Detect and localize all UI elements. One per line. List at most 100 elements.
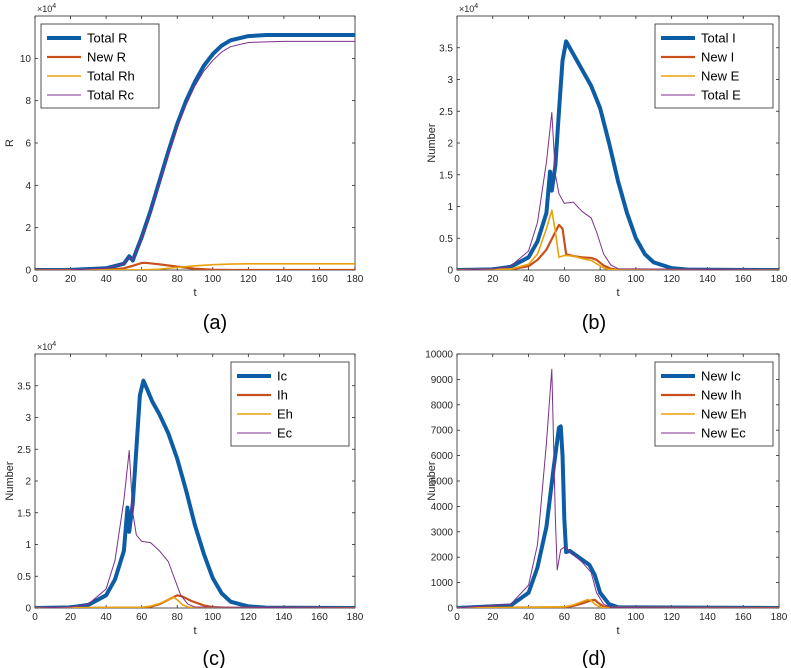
series-line-ec xyxy=(35,450,355,608)
y-exponent-label: ×104 xyxy=(37,341,56,352)
x-tick-label: 80 xyxy=(595,612,607,623)
x-tick-label: 80 xyxy=(172,612,184,623)
x-tick-label: 140 xyxy=(276,612,293,623)
legend-entry: New R xyxy=(87,50,126,65)
x-tick-label: 120 xyxy=(240,612,257,623)
x-tick-label: 100 xyxy=(204,612,221,623)
series-line-ic xyxy=(35,378,355,608)
series-line-new-e xyxy=(457,209,779,270)
series-line-total-e xyxy=(457,112,779,270)
x-tick-label: 160 xyxy=(311,274,328,285)
y-tick-label: 9000 xyxy=(431,375,454,386)
panel-c: 0 20 40 60 80 100 120 140 160 180 0 0.5 1 1.5 2 2.5 3 3.5… xyxy=(4,341,364,668)
x-tick-label: 80 xyxy=(595,274,607,285)
y-tick-label: 4000 xyxy=(431,502,454,513)
y-tick-label: 6 xyxy=(25,139,31,150)
x-tick-label: 60 xyxy=(136,274,148,285)
y-tick-label: 0 xyxy=(447,604,453,615)
x-tick-label: 40 xyxy=(101,274,113,285)
x-tick-label: 160 xyxy=(735,612,752,623)
legend: Total I New I New E Total E xyxy=(654,23,774,109)
y-tick-label: 3 xyxy=(447,75,453,86)
y-tick-label: 7000 xyxy=(431,426,454,437)
y-tick-label: 3000 xyxy=(431,527,454,538)
x-tick-label: 100 xyxy=(628,612,645,623)
y-tick-label: 0 xyxy=(447,266,453,277)
y-tick-label: 2 xyxy=(25,223,31,234)
y-tick-label: 0.5 xyxy=(439,234,453,245)
legend-entry: New I xyxy=(701,50,734,65)
x-tick-label: 100 xyxy=(628,274,645,285)
x-tick-label: 140 xyxy=(699,274,716,285)
series-line-new-ec xyxy=(457,368,779,608)
series-line-new-ic xyxy=(457,424,779,608)
x-tick-label: 40 xyxy=(101,612,113,623)
y-tick-label: 8 xyxy=(25,96,31,107)
x-tick-label: 80 xyxy=(172,274,184,285)
panel-caption: (d) xyxy=(582,648,606,668)
legend-entry: Total I xyxy=(701,31,736,46)
y-axis-label: Number xyxy=(4,461,16,500)
x-tick-label: 120 xyxy=(663,612,680,623)
series-line-total-rh xyxy=(35,263,355,270)
x-tick-label: 20 xyxy=(65,612,77,623)
y-tick-label: 0.5 xyxy=(17,572,31,583)
y-exponent-label: ×104 xyxy=(37,3,56,14)
y-axis-label: R xyxy=(4,139,16,147)
x-tick-label: 100 xyxy=(204,274,221,285)
series-line-new-r xyxy=(35,261,355,270)
y-tick-label: 1 xyxy=(25,540,31,551)
y-tick-label: 10 xyxy=(20,54,32,65)
y-tick-label: 6000 xyxy=(431,451,454,462)
x-axis-label: t xyxy=(616,625,619,637)
legend-entry: Ih xyxy=(277,388,288,403)
legend-entry: New Eh xyxy=(701,407,747,422)
y-tick-label: 5000 xyxy=(431,477,454,488)
x-tick-label: 0 xyxy=(32,274,38,285)
y-axis-label: Number xyxy=(426,123,438,162)
legend-entry: Total Rh xyxy=(87,69,135,84)
legend-entry: Ic xyxy=(277,369,288,384)
x-tick-label: 140 xyxy=(276,274,293,285)
legend: Ic Ih Eh Ec xyxy=(230,361,350,447)
panel-caption: (b) xyxy=(582,312,606,334)
panel-caption: (c) xyxy=(202,648,225,668)
legend-entry: New Ih xyxy=(701,388,741,403)
panel-caption: (a) xyxy=(203,312,227,334)
y-axis-label: Number xyxy=(426,461,438,500)
series-line-eh xyxy=(35,596,355,608)
y-tick-label: 2.5 xyxy=(17,445,31,456)
y-tick-label: 3 xyxy=(25,413,31,424)
x-tick-label: 0 xyxy=(32,612,38,623)
legend-entry: Eh xyxy=(277,407,293,422)
legend: New Ic New Ih New Eh New Ec xyxy=(654,361,774,447)
y-tick-label: 1.5 xyxy=(17,508,31,519)
y-tick-label: 8000 xyxy=(431,400,454,411)
y-tick-label: 3.5 xyxy=(439,43,453,54)
legend-entry: Ec xyxy=(277,426,293,441)
x-tick-label: 180 xyxy=(347,612,364,623)
y-tick-label: 1.5 xyxy=(439,170,453,181)
panel-a: 0 20 40 60 80 100 120 140 160 180 0 2 4 6 8 10 ×104 t R Tot… xyxy=(4,3,364,334)
y-tick-label: 4 xyxy=(25,181,31,192)
x-axis-label: t xyxy=(193,287,196,299)
x-tick-label: 160 xyxy=(311,612,328,623)
x-tick-label: 120 xyxy=(240,274,257,285)
x-tick-label: 60 xyxy=(559,612,571,623)
legend-entry: Total R xyxy=(87,31,127,46)
x-tick-label: 180 xyxy=(347,274,364,285)
panel-b: 0 20 40 60 80 100 120 140 160 180 0 0.5 1 1.5 2 2.5 3 3.5… xyxy=(426,3,788,334)
series-line-total-i xyxy=(457,39,779,270)
legend-entry: New Ec xyxy=(701,426,746,441)
x-tick-label: 60 xyxy=(136,612,148,623)
x-tick-label: 0 xyxy=(454,274,460,285)
y-tick-label: 2.5 xyxy=(439,107,453,118)
y-tick-label: 2000 xyxy=(431,553,454,564)
x-tick-label: 60 xyxy=(559,274,571,285)
y-tick-label: 3.5 xyxy=(17,381,31,392)
y-tick-label: 10000 xyxy=(425,350,453,361)
x-axis-label: t xyxy=(193,625,196,637)
x-axis-label: t xyxy=(616,287,619,299)
x-tick-label: 20 xyxy=(65,274,77,285)
